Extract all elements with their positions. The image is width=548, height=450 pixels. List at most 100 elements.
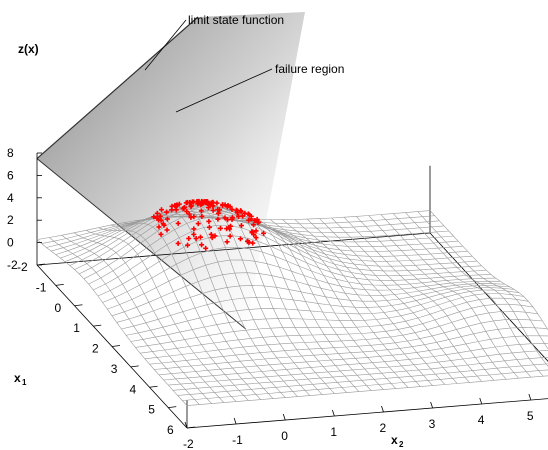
failure-point bbox=[250, 240, 256, 246]
x2-tick bbox=[381, 405, 384, 413]
x1-tick-label: 4 bbox=[130, 382, 137, 396]
failure-point bbox=[225, 217, 231, 223]
failure-point bbox=[217, 225, 223, 231]
failure-point bbox=[175, 220, 181, 226]
failure-point bbox=[229, 206, 235, 212]
x1-tick bbox=[186, 426, 196, 429]
failure-point bbox=[164, 209, 170, 215]
x1-tick bbox=[36, 263, 46, 266]
x1-axis-label: x bbox=[14, 371, 21, 385]
z-tick-label: -2 bbox=[7, 258, 18, 272]
x1-tick-label: 0 bbox=[55, 301, 62, 315]
mesh-line-x1-31 bbox=[182, 369, 548, 401]
mesh-line-x1-30 bbox=[177, 363, 548, 396]
failure-point bbox=[236, 213, 242, 219]
mesh-line-x1-16 bbox=[111, 272, 506, 317]
mesh-line-x2-29 bbox=[392, 213, 544, 377]
mesh-line-x2-25 bbox=[343, 216, 495, 381]
z-tick-label: 8 bbox=[7, 146, 14, 160]
failure-point bbox=[175, 240, 181, 246]
x1-tick-label: 6 bbox=[167, 423, 174, 437]
x1-tick-label: 2 bbox=[92, 342, 99, 356]
mesh-line-x2-23 bbox=[319, 218, 470, 383]
failure-point bbox=[158, 231, 164, 237]
mesh-line-x2-0 bbox=[36, 239, 188, 406]
x2-tick bbox=[282, 413, 286, 421]
x1-tick bbox=[93, 324, 102, 327]
x2-tick-label: 2 bbox=[380, 421, 387, 435]
failure-point bbox=[193, 235, 199, 241]
axes-box-edge-3 bbox=[429, 232, 548, 362]
failure-point bbox=[154, 210, 160, 216]
mesh-line-x1-25 bbox=[154, 327, 548, 370]
failure-point bbox=[185, 242, 191, 248]
x2-axis-subscript: 2 bbox=[399, 440, 404, 449]
mesh-line-x2-27 bbox=[368, 215, 519, 379]
failure-point bbox=[199, 213, 205, 219]
x2-tick bbox=[233, 417, 237, 425]
mesh-line-x1-24 bbox=[149, 318, 543, 365]
failure-point bbox=[248, 216, 254, 222]
failure-point bbox=[253, 235, 259, 241]
failure-point bbox=[186, 236, 192, 242]
x1-tick-label: 3 bbox=[111, 362, 118, 376]
failure-point bbox=[222, 215, 228, 221]
mesh-line-x2-22 bbox=[306, 218, 458, 384]
mesh-line-x2-31 bbox=[417, 211, 548, 350]
annotation-line-limit-state bbox=[144, 19, 187, 71]
limit-state-edge-bottom bbox=[36, 158, 247, 330]
failure-point bbox=[160, 221, 166, 227]
failure-point bbox=[188, 203, 194, 209]
failure-point bbox=[203, 245, 209, 251]
failure-point bbox=[224, 239, 230, 245]
mesh-line-x2-32 bbox=[429, 210, 548, 331]
mesh-line-x1-20 bbox=[130, 293, 524, 342]
surface-mesh bbox=[36, 204, 548, 406]
x2-tick-label: 0 bbox=[281, 429, 288, 443]
z-tick-label: 0 bbox=[7, 236, 14, 250]
limit-state-plane-face bbox=[37, 12, 305, 329]
x2-tick bbox=[331, 409, 335, 417]
z-tick-label: 4 bbox=[7, 191, 14, 205]
mesh-line-x1-29 bbox=[172, 357, 548, 391]
mesh-line-x2-17 bbox=[245, 218, 397, 389]
mesh-line-x2-21 bbox=[294, 219, 446, 385]
failure-point bbox=[184, 209, 190, 215]
failure-point bbox=[191, 226, 197, 232]
x1-tick bbox=[111, 345, 121, 347]
failure-point bbox=[207, 202, 213, 208]
failure-point bbox=[164, 216, 170, 222]
mesh-line-x1-17 bbox=[116, 285, 510, 323]
failure-point bbox=[244, 238, 250, 244]
x2-tick-label: 4 bbox=[478, 413, 485, 427]
z-tick-label: 6 bbox=[7, 168, 14, 182]
failure-point bbox=[210, 207, 216, 213]
failure-point bbox=[227, 233, 233, 239]
x1-tick-label: 5 bbox=[148, 403, 155, 417]
x2-tick bbox=[479, 397, 483, 405]
failure-point bbox=[169, 207, 175, 213]
x1-tick-label: -2 bbox=[17, 260, 28, 274]
x2-tick bbox=[528, 393, 532, 401]
failure-point bbox=[151, 214, 157, 220]
failure-point bbox=[188, 214, 194, 220]
failure-point bbox=[212, 233, 218, 239]
failure-point bbox=[252, 218, 258, 224]
limit-state-edge-top bbox=[36, 16, 199, 160]
x1-tick bbox=[55, 283, 64, 286]
failure-point bbox=[187, 199, 193, 205]
failure-point bbox=[180, 206, 186, 212]
failure-point bbox=[159, 207, 165, 213]
mesh-line-x1-23 bbox=[144, 310, 538, 360]
failure-point bbox=[210, 199, 216, 205]
x1-tick-label: 1 bbox=[73, 321, 80, 335]
failure-point bbox=[200, 199, 206, 205]
failure-point bbox=[198, 208, 204, 214]
annotation-lines bbox=[144, 19, 273, 113]
x1-tick bbox=[168, 406, 177, 409]
limit-state-plane bbox=[36, 12, 305, 330]
x2-tick bbox=[430, 401, 434, 409]
mesh-line-x1-28 bbox=[168, 350, 548, 386]
